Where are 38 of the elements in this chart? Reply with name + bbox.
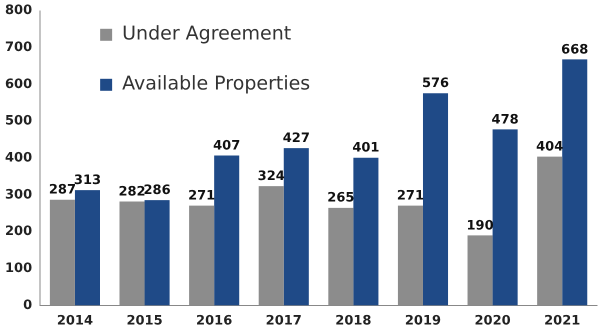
data-label: 286 — [144, 182, 171, 198]
data-label: 313 — [74, 173, 102, 188]
bar — [284, 148, 309, 306]
legend-label: Under Agreement — [122, 22, 292, 45]
legend-label: Available Properties — [122, 72, 310, 95]
y-tick-label: 600 — [4, 76, 32, 92]
data-label: 668 — [561, 42, 588, 58]
data-label: 576 — [422, 76, 450, 92]
y-tick-label: 0 — [23, 298, 32, 313]
x-tick-label: 2018 — [335, 314, 372, 329]
y-tick-label: 300 — [4, 187, 32, 202]
bar — [214, 156, 240, 306]
x-tick-label: 2016 — [196, 314, 232, 329]
x-tick-label: 2019 — [404, 314, 442, 329]
bar — [74, 190, 100, 306]
data-label: 282 — [118, 184, 146, 200]
y-tick-label: 100 — [4, 260, 32, 276]
x-tick-label: 2015 — [126, 314, 163, 329]
data-label: 407 — [213, 138, 240, 154]
y-tick-label: 800 — [4, 3, 32, 18]
x-tick-label: 2017 — [266, 314, 302, 329]
data-label: 478 — [492, 112, 519, 128]
bar — [144, 200, 170, 306]
data-label: 401 — [352, 140, 380, 156]
y-tick-label: 400 — [4, 150, 32, 166]
bar — [353, 158, 378, 306]
y-tick-label: 200 — [4, 224, 32, 240]
x-tick-label: 2021 — [544, 314, 580, 329]
data-label: 427 — [282, 131, 310, 146]
bar — [492, 129, 518, 306]
y-tick-label: 500 — [4, 114, 32, 129]
x-tick-label: 2020 — [474, 314, 511, 329]
x-tick-label: 2014 — [56, 314, 94, 329]
bar — [422, 93, 448, 306]
data-label: 287 — [48, 182, 76, 198]
y-tick-label: 700 — [4, 40, 32, 55]
bar — [562, 59, 588, 306]
data-label: 265 — [327, 190, 354, 206]
